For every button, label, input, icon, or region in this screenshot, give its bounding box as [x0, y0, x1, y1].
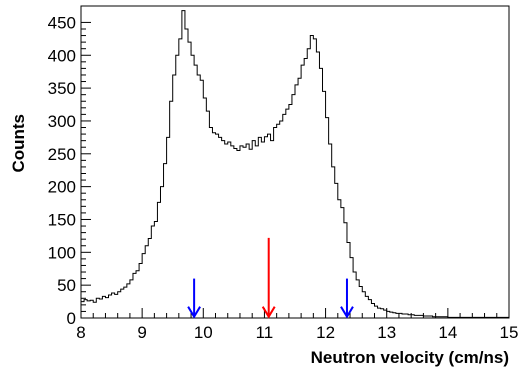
y-tick-label: 0	[67, 309, 76, 328]
y-tick-label: 100	[48, 243, 76, 262]
x-tick-label: 8	[76, 323, 85, 342]
x-tick-label: 13	[377, 323, 396, 342]
y-tick-label: 350	[48, 79, 76, 98]
histogram-series	[81, 10, 509, 318]
x-tick-label: 15	[500, 323, 519, 342]
y-tick-label: 300	[48, 112, 76, 131]
y-tick-label: 450	[48, 13, 76, 32]
y-axis-ticks: 0 50 100 150 200 250 300 350 400 450	[48, 13, 91, 328]
plot-frame	[80, 5, 510, 319]
x-tick-label: 14	[438, 323, 457, 342]
y-tick-label: 250	[48, 145, 76, 164]
y-tick-label: 400	[48, 46, 76, 65]
x-tick-label: 10	[194, 323, 213, 342]
x-axis-title: Neutron velocity (cm/ns)	[311, 348, 509, 367]
x-axis-ticks: 8 9 10 11 12 13 14 15	[76, 308, 518, 342]
annotation-arrow	[340, 278, 354, 319]
annotation-arrows	[187, 237, 354, 319]
x-tick-label: 12	[316, 323, 335, 342]
y-tick-label: 200	[48, 178, 76, 197]
x-tick-label: 9	[137, 323, 146, 342]
annotation-arrow	[261, 237, 276, 319]
y-tick-label: 150	[48, 210, 76, 229]
x-tick-label: 11	[256, 323, 274, 342]
y-axis-title: Counts	[9, 114, 28, 173]
annotation-arrow	[187, 278, 201, 319]
y-tick-label: 50	[57, 276, 76, 295]
